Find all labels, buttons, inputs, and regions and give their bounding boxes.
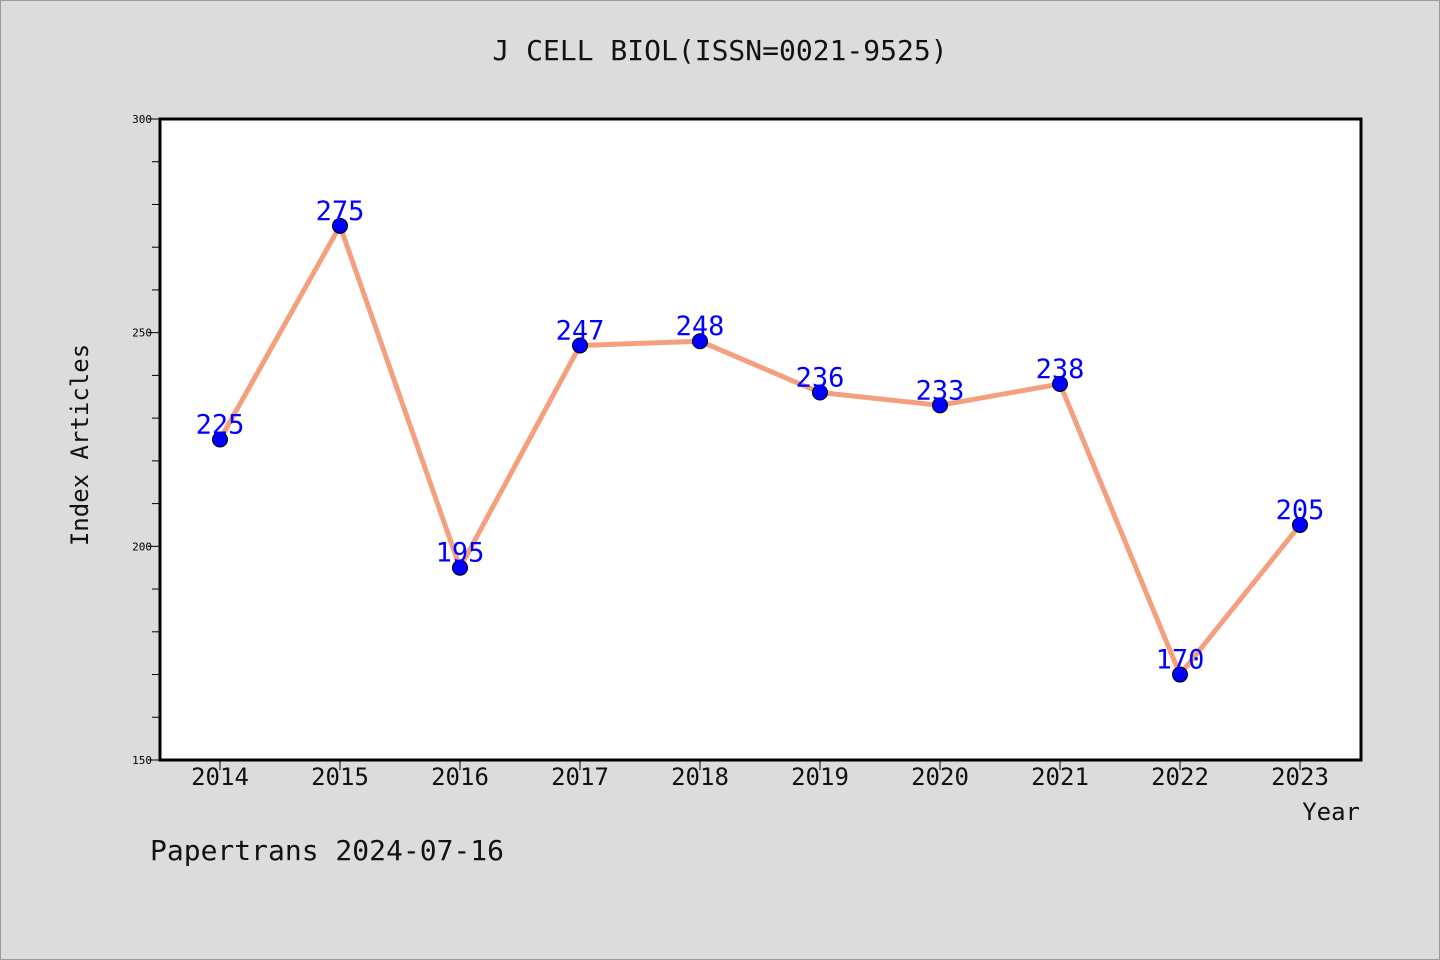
data-point: [692, 333, 708, 350]
y-axis: 150 200 250 300: [132, 113, 160, 767]
data-labels: 225 275 195 247 248 236 233 238 170 205: [196, 196, 1325, 676]
data-point: [332, 217, 348, 234]
series-line: [212, 217, 1308, 683]
data-point: [932, 397, 948, 414]
x-tick-label: 2022: [1151, 763, 1209, 791]
data-point: [1052, 375, 1068, 392]
data-point: [1292, 516, 1308, 533]
data-label: 236: [796, 362, 845, 393]
data-point: [812, 384, 828, 401]
data-label: 170: [1156, 645, 1205, 676]
y-tick-label: 250: [132, 327, 152, 340]
y-axis-label: Index Articles: [66, 344, 94, 546]
data-point: [452, 559, 468, 576]
data-label: 195: [436, 538, 485, 569]
y-tick-label: 200: [132, 540, 152, 553]
x-axis: 2014 2015 2016 2017 2018 2019 2020 2021 2022 2023: [191, 760, 1329, 791]
data-point: [1172, 666, 1188, 683]
data-label: 247: [556, 315, 605, 346]
x-tick-label: 2016: [431, 763, 489, 791]
x-tick-label: 2021: [1031, 763, 1089, 791]
x-tick-label: 2014: [191, 763, 249, 791]
x-tick-label: 2023: [1271, 763, 1329, 791]
x-tick-label: 2015: [311, 763, 369, 791]
chart-title: J CELL BIOL(ISSN=0021-9525): [492, 34, 948, 67]
data-label: 205: [1276, 495, 1325, 526]
data-label: 238: [1036, 354, 1085, 385]
data-point: [212, 431, 228, 448]
series-path: [217, 223, 1302, 678]
data-label: 225: [196, 410, 245, 441]
x-tick-label: 2017: [551, 763, 609, 791]
plot-area: [158, 117, 1363, 762]
y-tick-label: 150: [132, 754, 152, 767]
footer-credit: Papertrans 2024-07-16: [150, 834, 505, 867]
data-label: 233: [916, 375, 965, 406]
x-tick-label: 2019: [791, 763, 849, 791]
data-label: 275: [316, 196, 365, 227]
y-tick-label: 300: [132, 113, 152, 126]
data-point: [572, 337, 588, 354]
data-label: 248: [676, 311, 725, 342]
x-tick-label: 2018: [671, 763, 729, 791]
x-tick-label: 2020: [911, 763, 969, 791]
x-axis-label: Year: [1302, 798, 1360, 826]
